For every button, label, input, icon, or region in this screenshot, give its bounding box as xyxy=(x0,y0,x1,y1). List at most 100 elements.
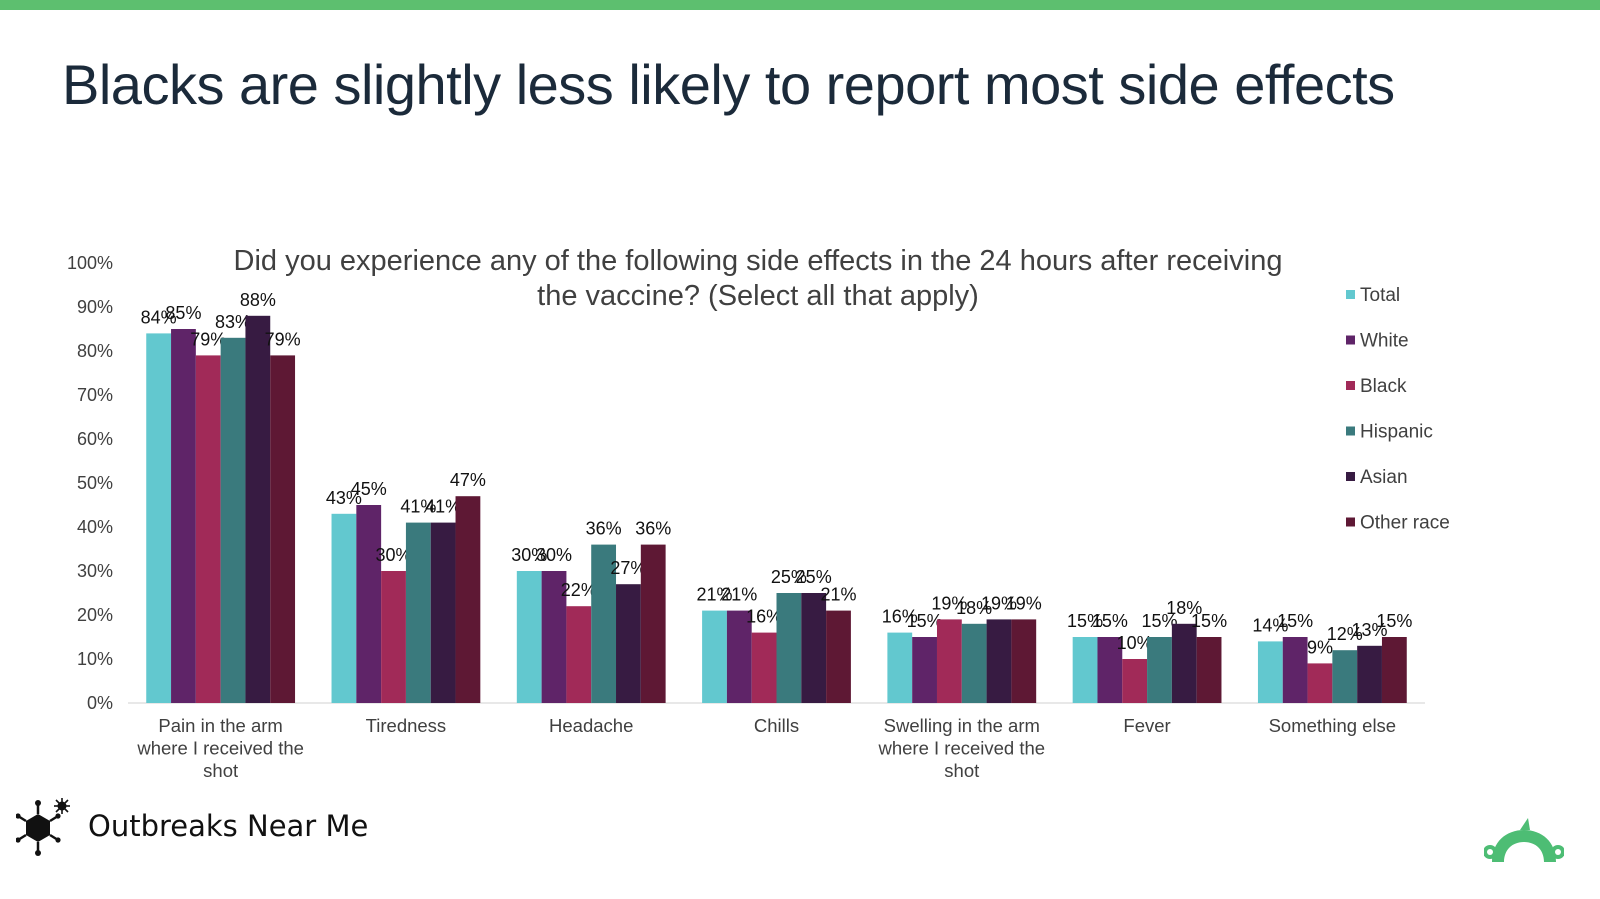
chart-title-line: the vaccine? (Select all that apply) xyxy=(537,280,979,312)
bar-asian xyxy=(616,584,641,703)
x-category-label: where I received the xyxy=(136,738,304,759)
data-label: 18% xyxy=(956,598,992,618)
data-label: 13% xyxy=(1352,620,1388,640)
data-label: 30% xyxy=(376,545,412,565)
data-label: 30% xyxy=(536,545,572,565)
slide-title: Blacks are slightly less likely to repor… xyxy=(62,53,1395,116)
y-tick-label: 30% xyxy=(77,561,113,581)
data-label: 36% xyxy=(586,519,622,539)
x-category-label: where I received the xyxy=(877,738,1045,759)
data-label: 22% xyxy=(561,580,597,600)
x-category-label: Swelling in the arm xyxy=(884,715,1040,736)
surveymonkey-logo xyxy=(1484,818,1564,862)
bar-black xyxy=(1122,659,1148,703)
x-category-label: Fever xyxy=(1123,715,1170,736)
data-label: 10% xyxy=(1117,633,1153,653)
legend-label: Total xyxy=(1360,285,1400,306)
data-label: 47% xyxy=(450,470,486,490)
data-label: 21% xyxy=(721,585,757,605)
legend-label: White xyxy=(1360,331,1409,352)
bar-hispanic xyxy=(776,593,802,703)
x-category-label: Tiredness xyxy=(366,715,447,736)
data-label: 19% xyxy=(981,593,1017,613)
bar-asian xyxy=(430,522,456,703)
bar-white xyxy=(171,329,196,703)
x-category-label: shot xyxy=(203,760,238,781)
data-label: 79% xyxy=(190,329,226,349)
bar-black xyxy=(381,571,406,703)
data-label: 30% xyxy=(511,545,547,565)
bar-total xyxy=(887,632,913,703)
data-label: 15% xyxy=(1277,611,1313,631)
data-label: 27% xyxy=(610,558,646,578)
y-tick-label: 20% xyxy=(77,605,113,625)
bar-black xyxy=(936,619,962,703)
y-tick-label: 70% xyxy=(77,385,113,405)
bar-hispanic xyxy=(220,337,246,703)
data-label: 14% xyxy=(1252,615,1288,635)
bar-hispanic xyxy=(961,623,987,703)
data-label: 36% xyxy=(635,519,671,539)
bar-hispanic xyxy=(1147,637,1172,703)
bar-total xyxy=(516,571,542,703)
legend-swatch xyxy=(1346,517,1355,527)
x-category-label: Chills xyxy=(754,715,799,736)
legend-label: Asian xyxy=(1360,467,1408,488)
bar-black xyxy=(1307,663,1333,703)
legend-label: Other race xyxy=(1360,513,1450,534)
bar-asian xyxy=(986,619,1012,703)
bar-total xyxy=(702,610,727,703)
legend-swatch xyxy=(1346,381,1355,390)
bar-other-race xyxy=(270,355,296,703)
data-label: 84% xyxy=(141,307,177,327)
data-label: 85% xyxy=(165,303,201,323)
footer-brand: Outbreaks Near Me xyxy=(16,796,368,856)
data-label: 15% xyxy=(1191,611,1227,631)
data-label: 19% xyxy=(931,593,967,613)
virus-icon xyxy=(16,798,70,856)
y-tick-label: 80% xyxy=(77,341,113,361)
data-label: 41% xyxy=(425,497,461,517)
bar-white xyxy=(1097,637,1123,703)
data-label: 16% xyxy=(746,607,782,627)
chart-title-line: Did you experience any of the following … xyxy=(234,245,1283,277)
x-category-label: shot xyxy=(944,760,979,781)
legend-swatch xyxy=(1346,426,1355,436)
bar-total xyxy=(146,333,172,703)
bar-black xyxy=(751,632,777,703)
bar-white xyxy=(912,637,937,703)
bar-other-race xyxy=(640,544,666,703)
legend-label: Hispanic xyxy=(1360,422,1433,443)
data-label: 79% xyxy=(265,329,301,349)
y-tick-label: 50% xyxy=(77,473,113,493)
bar-other-race xyxy=(1196,637,1222,703)
bar-hispanic xyxy=(405,522,431,703)
y-tick-label: 100% xyxy=(67,253,113,273)
bar-other-race xyxy=(455,496,481,703)
data-label: 88% xyxy=(240,290,276,310)
data-label: 19% xyxy=(1006,593,1042,613)
data-label: 45% xyxy=(351,479,387,499)
bar-hispanic xyxy=(1332,650,1358,703)
data-label: 15% xyxy=(1376,611,1412,631)
data-label: 21% xyxy=(820,585,856,605)
x-category-label: Headache xyxy=(549,715,633,736)
bar-hispanic xyxy=(591,544,617,703)
y-tick-label: 40% xyxy=(77,517,113,537)
data-label: 15% xyxy=(907,611,943,631)
top-accent-bar xyxy=(0,0,1600,10)
bar-asian xyxy=(1171,623,1197,703)
data-label: 12% xyxy=(1327,624,1363,644)
data-label: 16% xyxy=(882,607,918,627)
bar-asian xyxy=(1357,645,1382,703)
x-category-label: Something else xyxy=(1269,715,1397,736)
data-label: 15% xyxy=(1067,611,1103,631)
bar-total xyxy=(331,513,357,703)
data-label: 25% xyxy=(771,567,807,587)
data-label: 18% xyxy=(1166,598,1202,618)
legend-swatch xyxy=(1346,472,1355,481)
y-tick-label: 90% xyxy=(77,297,113,317)
data-label: 9% xyxy=(1307,637,1333,657)
legend-swatch xyxy=(1346,290,1355,299)
